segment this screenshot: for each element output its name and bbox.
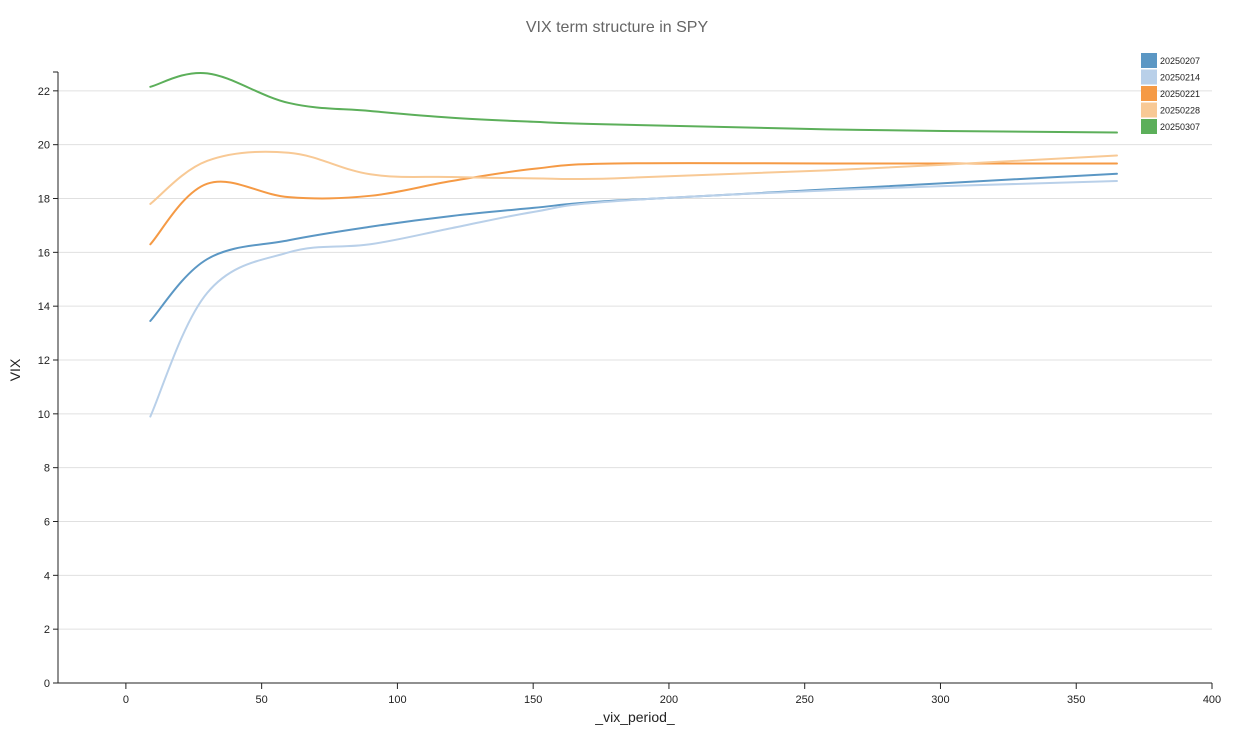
legend-label: 20250207 xyxy=(1160,56,1200,66)
x-tick-label: 0 xyxy=(123,694,129,706)
x-tick-label: 100 xyxy=(388,694,406,706)
legend-label: 20250228 xyxy=(1160,106,1200,116)
legend-label: 20250214 xyxy=(1160,73,1200,83)
legend: 20250207 20250214 20250221 20250228 20250307 xyxy=(1141,53,1200,134)
series-line-20250307 xyxy=(149,71,1118,134)
legend-swatch xyxy=(1141,86,1157,101)
legend-swatch xyxy=(1141,102,1157,118)
y-axis-label: VIX xyxy=(7,358,23,381)
x-tick-label: 400 xyxy=(1203,694,1221,706)
legend-swatch xyxy=(1141,119,1157,134)
x-tick-label: 250 xyxy=(796,694,814,706)
x-tick-label: 150 xyxy=(524,694,542,706)
series-line-20250228 xyxy=(149,150,1118,205)
legend-swatch xyxy=(1141,69,1157,85)
series-group xyxy=(149,71,1118,418)
y-tick-label: 10 xyxy=(38,409,50,421)
y-tick-label: 0 xyxy=(44,678,50,690)
y-tick-label: 4 xyxy=(44,570,50,582)
series-line-20250214 xyxy=(149,180,1118,418)
legend-label: 20250307 xyxy=(1160,122,1200,132)
y-tick-label: 20 xyxy=(38,140,50,152)
y-tick-label: 22 xyxy=(38,86,50,98)
x-tick-label: 350 xyxy=(1067,694,1085,706)
series-line-20250207 xyxy=(149,172,1118,322)
legend-label: 20250221 xyxy=(1160,89,1200,99)
x-tick-label: 50 xyxy=(256,694,268,706)
y-tick-label: 2 xyxy=(44,624,50,636)
x-tick-label: 200 xyxy=(660,694,678,706)
legend-swatch xyxy=(1141,53,1157,68)
grid xyxy=(58,90,1212,630)
x-axis-label: _vix_period_ xyxy=(594,709,675,725)
y-tick-label: 16 xyxy=(38,247,50,259)
y-tick-label: 6 xyxy=(44,517,50,529)
y-tick-label: 12 xyxy=(38,355,50,367)
y-tick-label: 8 xyxy=(44,463,50,475)
y-tick-label: 14 xyxy=(38,301,50,313)
y-tick-label: 18 xyxy=(38,194,50,206)
x-tick-label: 300 xyxy=(931,694,949,706)
chart-title: VIX term structure in SPY xyxy=(526,19,709,36)
axes: 0 2 4 6 8 10 12 14 16 18 20 22 0 50 100 150 200 250 300 350… xyxy=(38,71,1221,706)
series-line-20250221 xyxy=(149,162,1118,246)
